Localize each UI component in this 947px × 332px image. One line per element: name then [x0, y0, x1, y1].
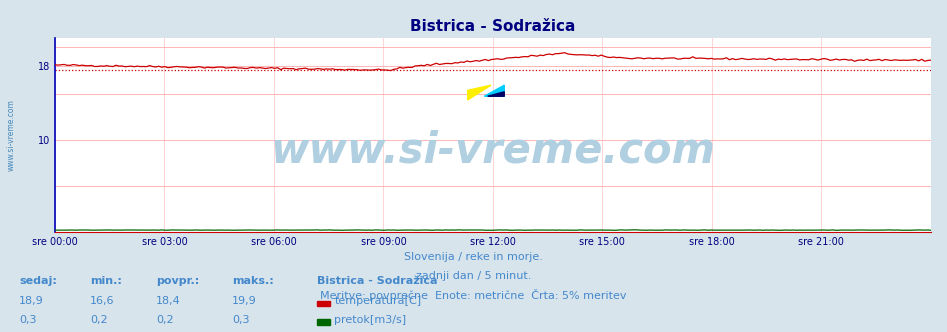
- Polygon shape: [468, 85, 491, 100]
- Text: 0,2: 0,2: [156, 315, 174, 325]
- Text: 18,9: 18,9: [19, 296, 44, 306]
- Title: Bistrica - Sodražica: Bistrica - Sodražica: [410, 19, 576, 34]
- Text: sedaj:: sedaj:: [19, 276, 57, 286]
- Polygon shape: [484, 85, 505, 96]
- Text: zadnji dan / 5 minut.: zadnji dan / 5 minut.: [416, 271, 531, 281]
- Text: www.si-vreme.com: www.si-vreme.com: [271, 130, 715, 172]
- Text: www.si-vreme.com: www.si-vreme.com: [7, 99, 16, 171]
- Text: maks.:: maks.:: [232, 276, 274, 286]
- Text: pretok[m3/s]: pretok[m3/s]: [334, 315, 406, 325]
- Text: 16,6: 16,6: [90, 296, 115, 306]
- Text: povpr.:: povpr.:: [156, 276, 200, 286]
- Text: 19,9: 19,9: [232, 296, 257, 306]
- Text: 18,4: 18,4: [156, 296, 181, 306]
- Text: Meritve: povprečne  Enote: metrične  Črta: 5% meritev: Meritve: povprečne Enote: metrične Črta:…: [320, 289, 627, 301]
- Text: Slovenija / reke in morje.: Slovenija / reke in morje.: [404, 252, 543, 262]
- Polygon shape: [488, 92, 505, 96]
- Text: 0,3: 0,3: [19, 315, 36, 325]
- Text: min.:: min.:: [90, 276, 122, 286]
- Text: temperatura[C]: temperatura[C]: [334, 296, 421, 306]
- Text: Bistrica - Sodražica: Bistrica - Sodražica: [317, 276, 438, 286]
- Text: 0,2: 0,2: [90, 315, 108, 325]
- Text: 0,3: 0,3: [232, 315, 249, 325]
